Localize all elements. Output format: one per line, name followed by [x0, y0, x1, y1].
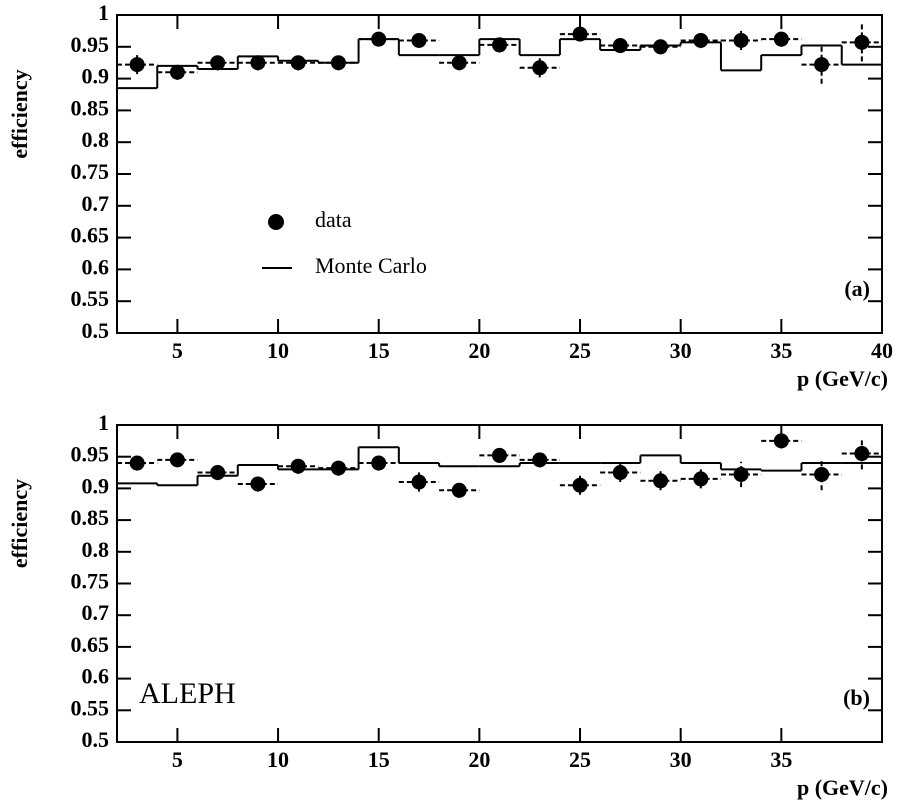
x-tick-label: 25: [569, 747, 591, 772]
x-tick-label: 10: [267, 338, 289, 363]
data-point: [250, 55, 266, 71]
y-tick-label: 0.75: [71, 159, 110, 184]
data-point: [451, 482, 467, 498]
data-point: [653, 39, 669, 55]
data-point: [532, 452, 548, 468]
data-point: [129, 455, 145, 471]
x-tick-label: 40: [871, 338, 893, 363]
data-point: [371, 31, 387, 47]
data-point: [814, 57, 830, 73]
y-tick-label: 0.55: [71, 695, 110, 720]
x-tick-label: 35: [770, 338, 792, 363]
legend-label: data: [315, 207, 352, 232]
y-tick-label: 0.95: [71, 32, 110, 57]
data-point: [330, 460, 346, 476]
data-point: [733, 466, 749, 482]
data-point: [492, 37, 507, 53]
data-point: [250, 476, 266, 492]
x-tick-label: 5: [172, 338, 183, 363]
legend-marker: [268, 214, 284, 230]
data-point: [371, 455, 387, 471]
x-tick-label: 30: [670, 338, 692, 363]
y-tick-label: 0.95: [71, 442, 110, 467]
data-point: [693, 32, 709, 48]
x-tick-label: 5: [172, 747, 183, 772]
data-point: [532, 60, 548, 76]
data-point: [169, 64, 185, 80]
y-tick-label: 0.5: [82, 727, 110, 752]
data-point: [814, 466, 830, 482]
y-tick-label: 0.7: [82, 600, 110, 625]
x-tick-label: 20: [468, 338, 490, 363]
data-point: [693, 471, 709, 487]
y-tick-label: 0.7: [82, 191, 110, 216]
y-tick-label: 0.8: [82, 127, 110, 152]
x-axis-label: p (GeV/c): [797, 366, 888, 391]
y-tick-label: 0.75: [71, 569, 110, 594]
data-point: [411, 32, 427, 48]
y-axis-label: efficiency: [7, 69, 32, 158]
data-point: [854, 446, 870, 462]
legend-label: Monte Carlo: [315, 253, 427, 278]
data-point: [129, 57, 145, 73]
data-point: [773, 433, 789, 449]
y-tick-label: 0.65: [71, 223, 110, 248]
y-tick-label: 0.6: [82, 254, 110, 279]
x-tick-label: 20: [468, 747, 490, 772]
data-point: [330, 55, 346, 71]
y-tick-label: 1: [98, 410, 109, 435]
data-point: [210, 465, 226, 481]
annotation: ALEPH: [139, 677, 236, 710]
data-point: [572, 26, 588, 42]
y-tick-label: 0.9: [82, 64, 110, 89]
x-tick-label: 35: [770, 747, 792, 772]
data-point: [653, 473, 669, 489]
y-tick-label: 0.55: [71, 286, 110, 311]
x-tick-label: 10: [267, 747, 289, 772]
data-point: [411, 474, 427, 490]
data-point: [169, 452, 185, 468]
data-point: [612, 465, 628, 481]
data-point: [773, 31, 789, 47]
x-tick-label: 15: [368, 747, 390, 772]
x-tick-label: 25: [569, 338, 591, 363]
y-tick-label: 0.85: [71, 95, 110, 120]
y-tick-label: 0.9: [82, 473, 110, 498]
panel-label: (b): [843, 685, 870, 710]
y-axis-label: efficiency: [7, 479, 32, 568]
panel-label: (a): [844, 276, 870, 301]
y-tick-label: 1: [98, 0, 109, 25]
y-tick-label: 0.6: [82, 664, 110, 689]
x-tick-label: 30: [670, 747, 692, 772]
data-point: [210, 55, 226, 71]
y-tick-label: 0.5: [82, 318, 110, 343]
data-point: [572, 477, 588, 493]
data-point: [290, 55, 306, 71]
data-point: [733, 32, 749, 48]
x-axis-label: p (GeV/c): [797, 775, 888, 800]
data-point: [854, 34, 870, 50]
data-point: [492, 447, 507, 463]
data-point: [290, 458, 306, 474]
x-tick-label: 15: [368, 338, 390, 363]
y-tick-label: 0.65: [71, 632, 110, 657]
data-point: [612, 38, 628, 54]
y-tick-label: 0.8: [82, 537, 110, 562]
data-point: [451, 55, 467, 71]
y-tick-label: 0.85: [71, 505, 110, 530]
